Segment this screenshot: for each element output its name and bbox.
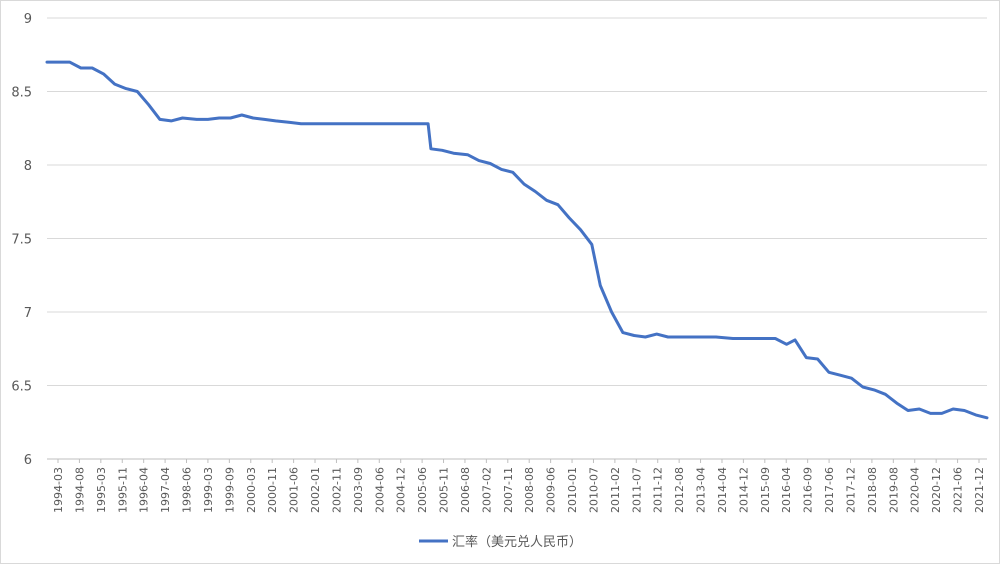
x-tick-label: 2007-02 xyxy=(480,467,493,513)
x-tick-label: 2011-07 xyxy=(630,467,643,513)
x-tick-label: 2000-03 xyxy=(245,467,258,513)
x-tick-label: 2008-08 xyxy=(523,467,536,513)
x-tick-label: 2000-11 xyxy=(266,467,279,513)
legend-label: 汇率（美元兑人民币） xyxy=(452,534,582,550)
y-tick-label: 6.5 xyxy=(11,380,32,395)
x-tick-label: 2016-04 xyxy=(780,467,793,513)
x-tick-label: 1996-04 xyxy=(138,467,151,513)
x-tick-label: 2021-06 xyxy=(952,467,965,513)
x-tick-label: 2019-08 xyxy=(887,467,900,513)
x-tick-label: 2016-09 xyxy=(802,467,815,513)
x-tick-label: 2006-08 xyxy=(459,467,472,513)
x-tick-label: 2002-11 xyxy=(330,467,343,513)
x-tick-label: 2015-09 xyxy=(759,467,772,513)
x-tick-label: 1998-06 xyxy=(181,467,194,513)
legend: 汇率（美元兑人民币） xyxy=(419,534,582,550)
x-tick-label: 1995-11 xyxy=(116,467,129,513)
x-tick-label: 2014-04 xyxy=(716,467,729,513)
x-tick-label: 2004-12 xyxy=(395,467,408,513)
x-tick-label: 2017-12 xyxy=(844,467,857,513)
y-tick-label: 8 xyxy=(24,159,32,174)
x-tick-label: 2009-06 xyxy=(545,467,558,513)
x-tick-label: 2013-04 xyxy=(695,467,708,513)
x-tick-label: 1995-03 xyxy=(95,467,108,513)
series-line xyxy=(45,60,989,420)
y-axis-ticks: 6 6.5 7 7.5 8 8.5 9 xyxy=(11,12,32,468)
x-tick-label: 2004-06 xyxy=(373,467,386,513)
y-tick-label: 7 xyxy=(24,306,32,321)
series-layer xyxy=(45,60,989,420)
x-tick-label: 1999-03 xyxy=(202,467,215,513)
x-tick-label: 2010-01 xyxy=(566,467,579,513)
x-axis-ticks: 1994-03 1994-08 1995-03 1995-11 1996-04 1997-… xyxy=(52,459,986,513)
x-tick-label: 2012-08 xyxy=(673,467,686,513)
y-tick-label: 6 xyxy=(24,453,32,468)
x-tick-label: 2007-11 xyxy=(502,467,515,513)
x-tick-label: 1994-03 xyxy=(52,467,65,513)
y-tick-label: 7.5 xyxy=(11,233,32,248)
x-tick-label: 2005-06 xyxy=(416,467,429,513)
x-tick-label: 1999-09 xyxy=(223,467,236,513)
x-tick-label: 2005-11 xyxy=(438,467,451,513)
x-tick-label: 2003-09 xyxy=(352,467,365,513)
x-tick-label: 2001-06 xyxy=(288,467,301,513)
x-tick-label: 1994-08 xyxy=(73,467,86,513)
x-tick-label: 2011-02 xyxy=(609,467,622,513)
x-tick-label: 2020-12 xyxy=(930,467,943,513)
x-tick-label: 2020-04 xyxy=(909,467,922,513)
y-tick-label: 8.5 xyxy=(11,86,32,101)
x-tick-label: 2011-12 xyxy=(652,467,665,513)
x-tick-label: 2014-12 xyxy=(737,467,750,513)
x-tick-label: 2010-07 xyxy=(587,467,600,513)
x-tick-label: 2017-06 xyxy=(823,467,836,513)
x-tick-label: 1997-04 xyxy=(159,467,172,513)
y-tick-label: 9 xyxy=(24,12,32,27)
x-tick-label: 2018-08 xyxy=(866,467,879,513)
gridlines xyxy=(47,17,987,386)
x-tick-label: 2002-01 xyxy=(309,467,322,513)
x-tick-label: 2021-12 xyxy=(973,467,986,513)
